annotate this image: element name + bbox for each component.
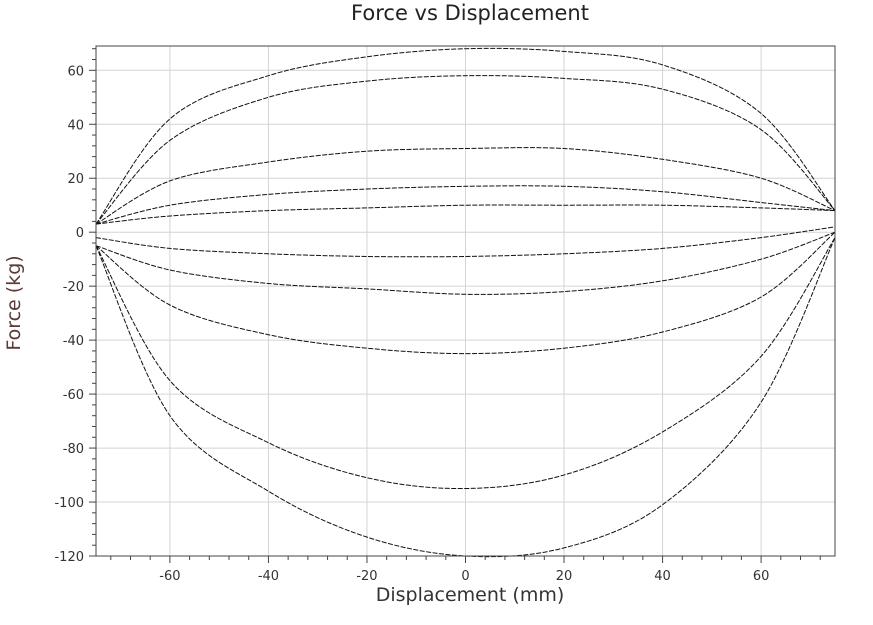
y-tick-label: -40 [63, 334, 84, 349]
x-tick-label: 0 [461, 569, 469, 584]
y-tick-label: -60 [63, 388, 84, 403]
x-tick-label: -60 [159, 569, 180, 584]
series-line-6 [95, 226, 836, 258]
series-line-5 [95, 204, 836, 225]
x-tick-label: -40 [258, 569, 279, 584]
series-line-7 [95, 231, 836, 295]
series-line-4 [95, 185, 836, 225]
y-tick-label: -120 [54, 550, 84, 565]
series-line-1 [95, 47, 836, 225]
x-axis-label: Displacement (mm) [375, 584, 565, 606]
y-tick-label: 40 [67, 118, 84, 133]
y-tick-label: -80 [63, 442, 84, 457]
chart-title: Force vs Displacement [351, 1, 589, 25]
x-tick-label: 20 [556, 569, 573, 584]
y-tick-label: -20 [63, 280, 84, 295]
y-axis-label: Force (kg) [3, 255, 25, 351]
y-tick-label: -100 [54, 496, 84, 511]
y-tick-label: 20 [67, 172, 84, 187]
x-tick-label: 40 [654, 569, 671, 584]
series-line-8 [95, 231, 836, 355]
x-tick-label: -20 [356, 569, 377, 584]
series-line-3 [95, 147, 836, 225]
y-tick-label: 60 [67, 64, 84, 79]
series-line-9 [95, 237, 836, 490]
series-line-2 [95, 75, 836, 225]
y-tick-label: 0 [76, 226, 84, 241]
x-tick-label: 60 [753, 569, 770, 584]
